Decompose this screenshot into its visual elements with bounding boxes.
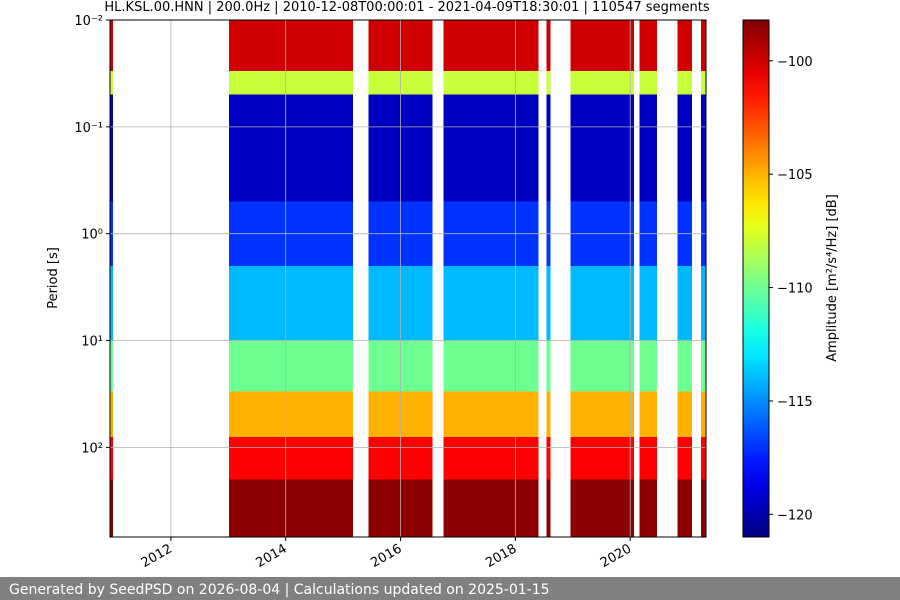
plot-frame <box>109 19 707 538</box>
heatmap-cell <box>639 391 658 438</box>
chart-title: HL.KSL.00.HNN | 200.0Hz | 2010-12-08T00:… <box>104 0 709 15</box>
heatmap-cell <box>546 20 551 71</box>
heatmap-cell <box>700 70 706 95</box>
colorbar-label: Amplitude [m²/s⁴/Hz] [dB] <box>825 194 840 362</box>
colorbar-tick-label: −110 <box>777 282 813 297</box>
heatmap-cell <box>546 391 551 438</box>
heatmap-cell <box>570 70 635 95</box>
heatmap-cell <box>570 340 635 392</box>
y-tick-label: 10⁻² <box>74 14 103 29</box>
colorbar <box>742 19 770 538</box>
heatmap-cell <box>443 70 539 95</box>
heatmap-cell <box>110 20 113 71</box>
heatmap-cell <box>700 340 706 392</box>
heatmap-cell <box>546 479 551 537</box>
heatmap-cell <box>443 479 539 537</box>
x-tick-label: 2018 <box>483 541 519 571</box>
heatmap-cell <box>700 479 706 537</box>
heatmap-cell <box>110 265 113 341</box>
y-tick-label: 10⁻¹ <box>74 121 103 136</box>
heatmap-cell <box>677 70 693 95</box>
heatmap-cell <box>570 479 635 537</box>
heatmap-cell <box>110 94 113 202</box>
heatmap-cell <box>570 437 635 480</box>
heatmap-cell <box>228 20 353 71</box>
heatmap-cell <box>228 391 353 438</box>
heatmap-cell <box>677 340 693 392</box>
heatmap-cell <box>546 265 551 341</box>
heatmap-cell <box>677 479 693 537</box>
heatmap-cell <box>570 391 635 438</box>
heatmap-cell <box>639 70 658 95</box>
heatmap-cell <box>228 340 353 392</box>
colorbar-tick-label: −105 <box>777 168 813 183</box>
x-tick-label: 2014 <box>254 541 290 571</box>
colorbar-tick-label: −120 <box>777 508 813 523</box>
y-tick-label: 10⁰ <box>81 228 103 243</box>
x-tick-label: 2016 <box>368 541 404 571</box>
heatmap-cell <box>443 94 539 202</box>
heatmap-cell <box>228 479 353 537</box>
colorbar-tick-label: −115 <box>777 395 813 410</box>
heatmap-cell <box>546 70 551 95</box>
heatmap-cell <box>443 437 539 480</box>
colorbar-tick-label: −100 <box>777 55 813 70</box>
heatmap-cell <box>110 70 113 95</box>
x-tick-label: 2020 <box>598 541 634 571</box>
heatmap-cell <box>228 94 353 202</box>
heatmap-cell <box>228 265 353 341</box>
heatmap-cell <box>677 265 693 341</box>
plot-area <box>110 20 706 537</box>
heatmap-cell <box>677 94 693 202</box>
y-tick-label: 10² <box>81 441 103 456</box>
heatmap-cell <box>700 20 706 71</box>
heatmap-cell <box>570 94 635 202</box>
heatmap-cell <box>639 479 658 537</box>
heatmap-cell <box>639 340 658 392</box>
heatmap-cell <box>228 437 353 480</box>
heatmap-cell <box>639 265 658 341</box>
heatmap-cell <box>700 265 706 341</box>
y-axis-label: Period [s] <box>46 247 61 309</box>
heatmap-cell <box>700 437 706 480</box>
heatmap-cell <box>110 479 113 537</box>
heatmap-cell <box>677 437 693 480</box>
heatmap-cell <box>639 94 658 202</box>
y-tick-label: 10¹ <box>81 335 103 350</box>
heatmap-cell <box>546 340 551 392</box>
footer-text: Generated by SeedPSD on 2026-08-04 | Cal… <box>9 582 550 598</box>
heatmap-cell <box>677 20 693 71</box>
heatmap-cell <box>639 437 658 480</box>
heatmap-cell <box>443 340 539 392</box>
heatmap-cell <box>546 437 551 480</box>
heatmap-cell <box>570 265 635 341</box>
heatmap-cell <box>639 20 658 71</box>
heatmap-cell <box>546 94 551 202</box>
heatmap-cell <box>677 391 693 438</box>
heatmap-cell <box>700 391 706 438</box>
x-tick-label: 2012 <box>139 541 175 571</box>
footer-bar <box>0 577 900 600</box>
heatmap-cell <box>110 437 113 480</box>
heatmap-cell <box>570 20 635 71</box>
heatmap-cell <box>700 94 706 202</box>
heatmap-cell <box>228 70 353 95</box>
heatmap-cell <box>443 391 539 438</box>
heatmap-cell <box>443 20 539 71</box>
heatmap-cell <box>443 265 539 341</box>
heatmap-cell <box>110 391 113 438</box>
heatmap-cell <box>110 340 113 392</box>
